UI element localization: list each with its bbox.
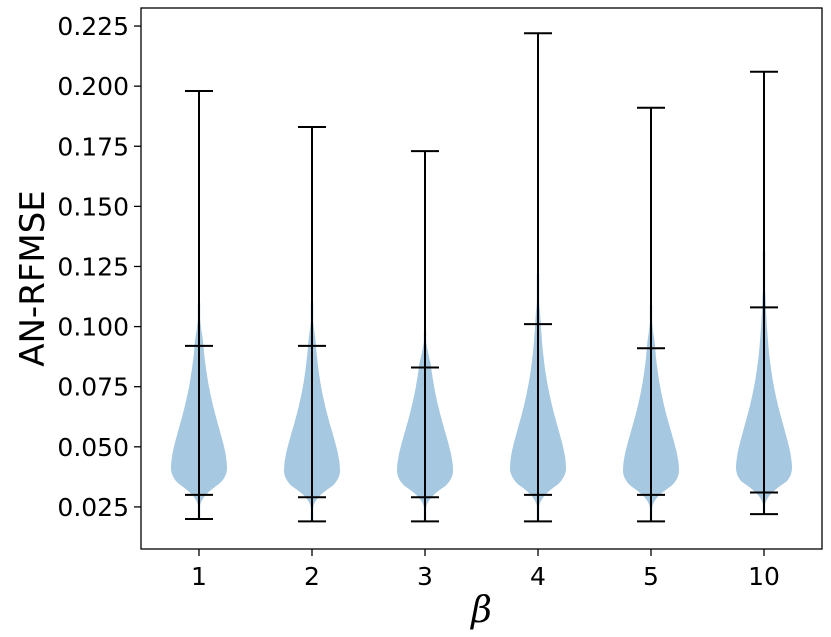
x-tick-label: 2 xyxy=(304,562,320,591)
x-axis-label: β xyxy=(469,590,492,631)
y-tick-label: 0.050 xyxy=(57,433,129,462)
y-tick-label: 0.150 xyxy=(57,192,129,221)
y-tick-label: 0.100 xyxy=(57,313,129,342)
y-tick-label: 0.175 xyxy=(57,132,129,161)
y-axis: 0.025 0.050 0.075 0.100 0.125 0.150 0.175 0.200… xyxy=(57,12,141,522)
plot-frame xyxy=(140,7,823,550)
y-tick-label: 0.200 xyxy=(57,72,129,101)
x-tick-label: 1 xyxy=(191,562,207,591)
x-axis: 1 2 3 4 5 10 xyxy=(191,549,780,591)
y-tick-label: 0.225 xyxy=(57,12,129,41)
y-tick-label: 0.025 xyxy=(57,493,129,522)
whisker-layer xyxy=(185,32,778,523)
y-axis-label: AN-RFMSE xyxy=(13,190,53,367)
x-tick-label: 4 xyxy=(530,562,546,591)
y-tick-label: 0.125 xyxy=(57,252,129,281)
x-tick-label: 5 xyxy=(643,562,659,591)
x-tick-label: 3 xyxy=(417,562,433,591)
violin-layer xyxy=(171,251,792,522)
x-tick-label: 10 xyxy=(748,562,780,591)
y-tick-label: 0.075 xyxy=(57,373,129,402)
